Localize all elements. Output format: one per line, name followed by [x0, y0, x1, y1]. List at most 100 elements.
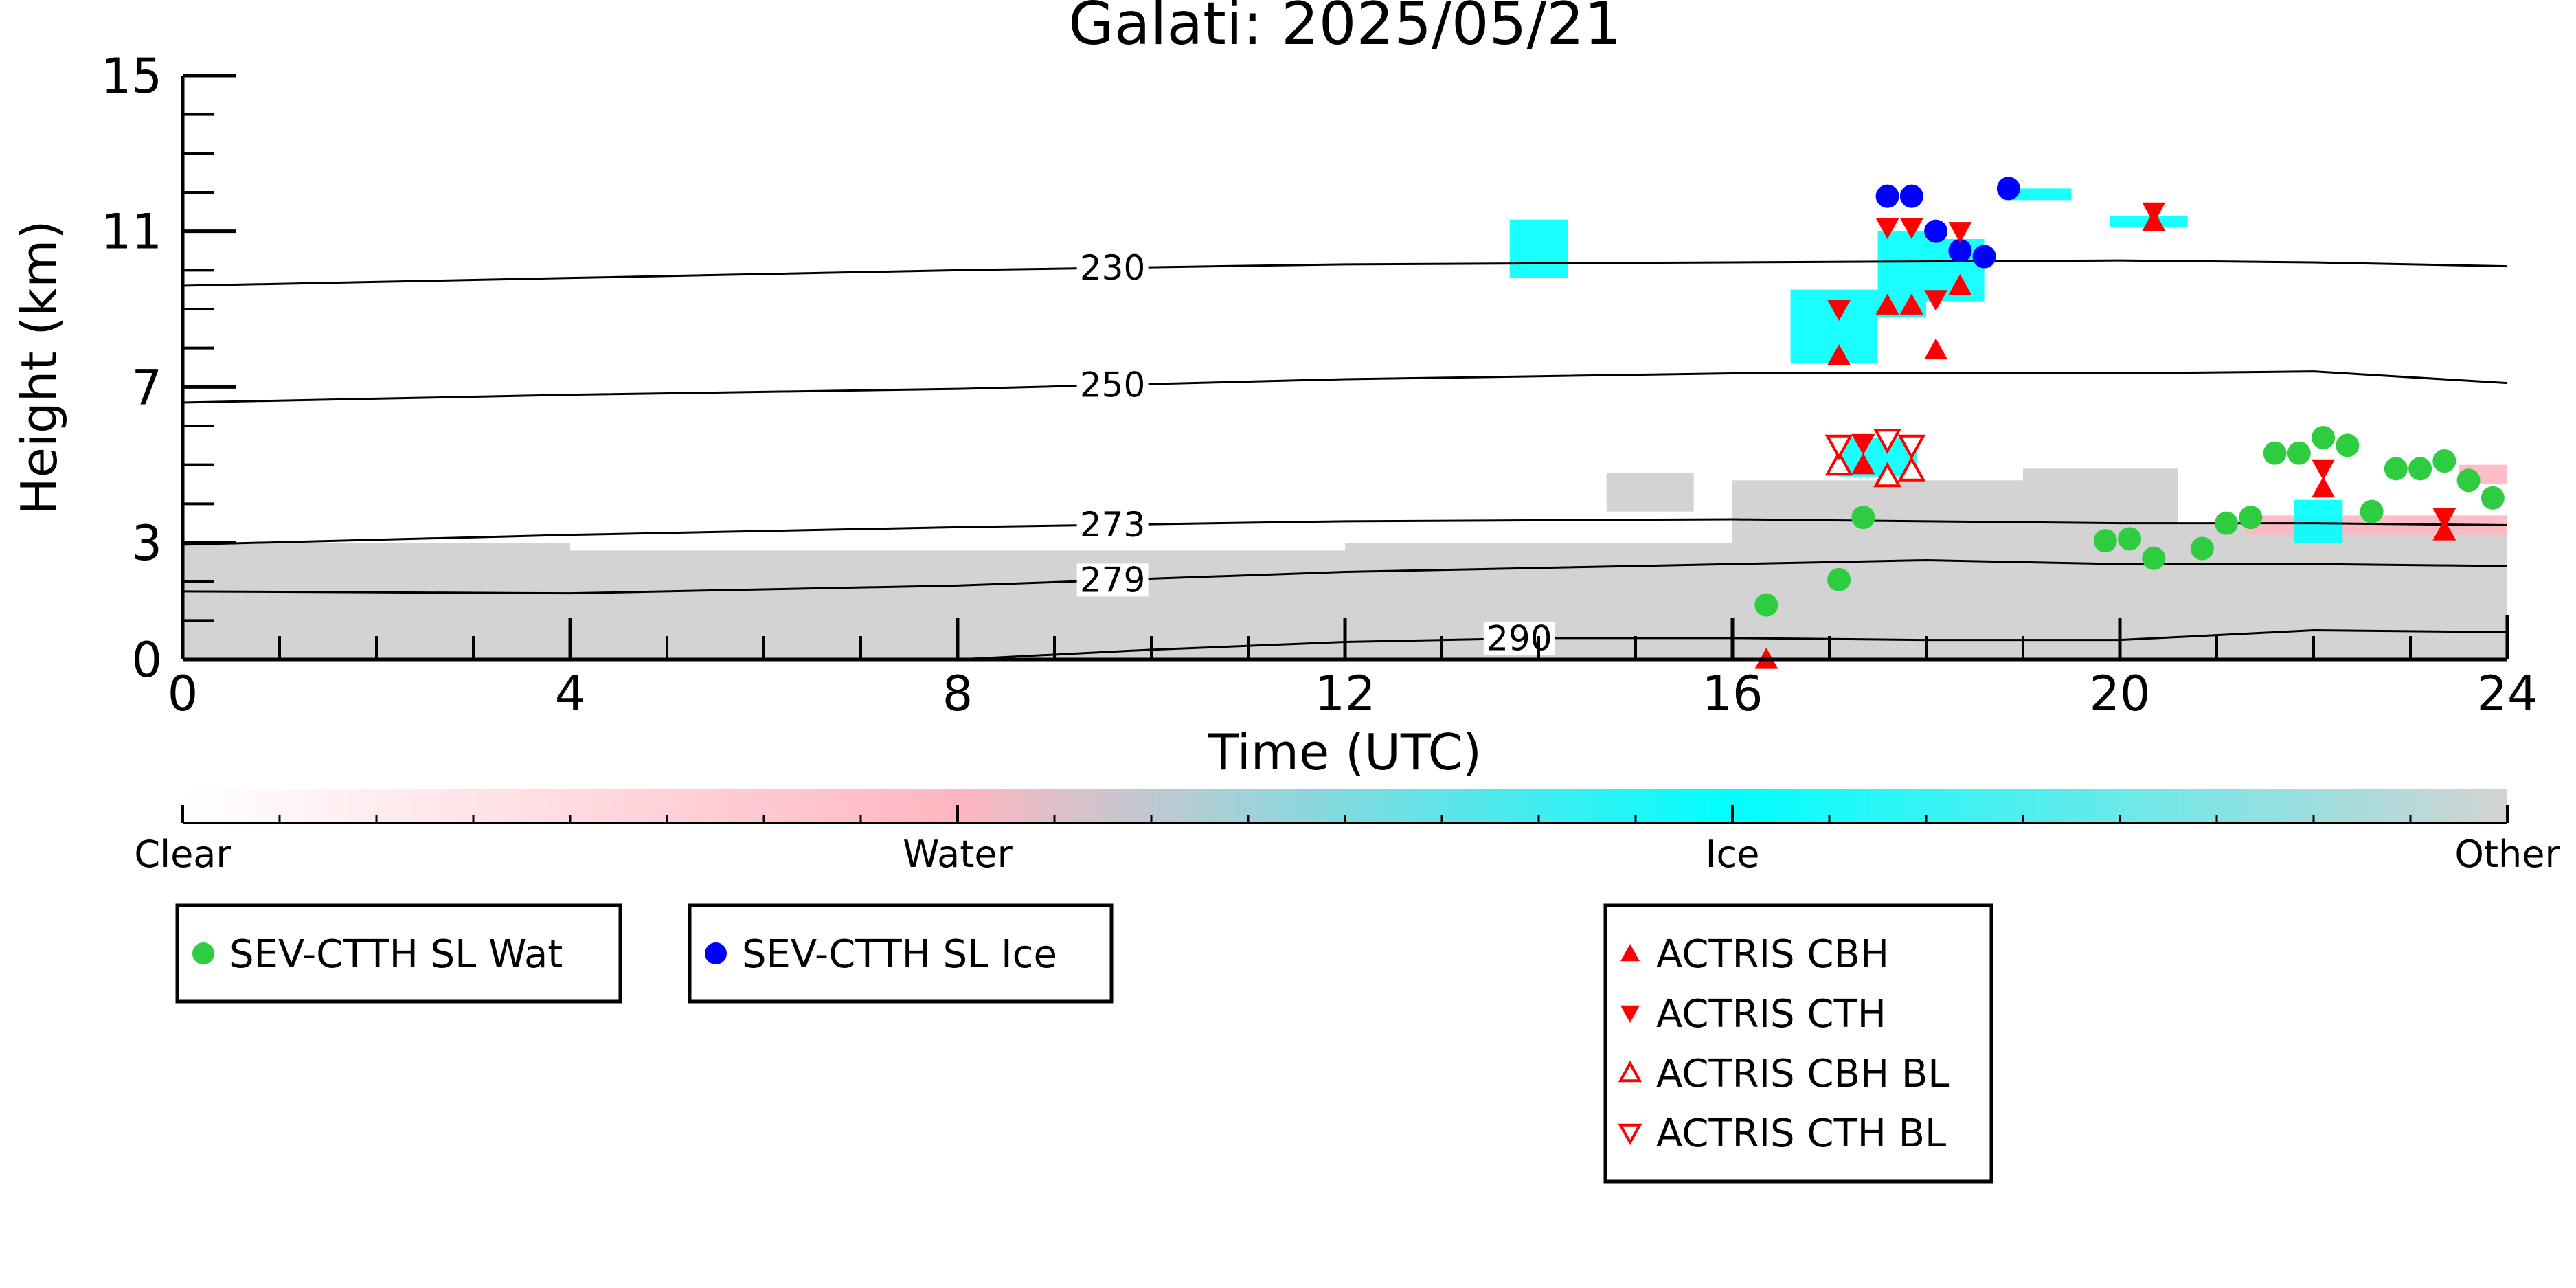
marker-sev-ctth-sl-wat [1851, 506, 1875, 530]
marker-sev-ctth-sl-wat [2190, 536, 2214, 561]
marker-sev-ctth-sl-wat [1754, 593, 1778, 617]
marker-sev-ctth-sl-wat [2093, 529, 2117, 553]
x-tick-label: 12 [1314, 666, 1375, 722]
marker-actris-cbh [1924, 338, 1948, 360]
marker-actris-cth [1924, 290, 1948, 311]
y-tick-label: 15 [101, 48, 162, 104]
x-tick-label: 4 [555, 666, 586, 722]
legend-label-actris-cth: ACTRIS CTH [1656, 992, 1886, 1037]
marker-sev-ctth-sl-wat [2456, 468, 2481, 493]
legend-entries-wat: SEV-CTTH SL Wat [192, 932, 563, 977]
isotherm-label-bg [1076, 251, 1149, 284]
isotherm-label-273: 273 [1080, 505, 1145, 545]
marker-actris-cth [1827, 300, 1851, 321]
x-tick-label: 0 [168, 666, 199, 722]
marker-sev-ctth-sl-ice [1899, 184, 1923, 208]
marker-actris-cbh [1948, 274, 1972, 295]
legend-label-sev-ctth-sl-ice: SEV-CTTH SL Ice [742, 932, 1057, 977]
marker-actris-cth-bl [1873, 429, 1901, 454]
marker-actris-cbh [1851, 453, 1875, 475]
cloud-region-ice [2294, 499, 2343, 543]
isotherm-label-bg [1076, 368, 1149, 402]
marker-sev-ctth-sl-ice [1948, 239, 1972, 262]
marker-sev-ctth-sl-wat [1827, 567, 1851, 591]
cloud-region-ice [1509, 219, 1568, 278]
legend-marker-sev-ctth-sl-wat [192, 942, 214, 964]
y-tick-label: 3 [131, 515, 162, 572]
legend-label-actris-cth-bl: ACTRIS CTH BL [1656, 1111, 1946, 1156]
x-tick-label: 24 [2476, 666, 2538, 722]
marker-actris-cth-bl [1897, 434, 1926, 460]
cloud-classification-field [183, 188, 2507, 659]
marker-sev-ctth-sl-ice [1996, 177, 2020, 201]
marker-actris-cth [1948, 222, 1972, 243]
marker-sev-ctth-sl-wat [2239, 506, 2263, 530]
legend-label-sev-ctth-sl-wat: SEV-CTTH SL Wat [229, 932, 563, 977]
marker-sev-ctth-sl-wat [2287, 441, 2311, 465]
marker-sev-ctth-sl-ice [1875, 184, 1899, 208]
marker-actris-cbh-bl [1824, 450, 1853, 476]
marker-actris-cbh [1899, 293, 1923, 315]
x-tick-label: 20 [2089, 666, 2150, 722]
legend-marker-actris-cbh [1620, 944, 1640, 962]
marker-actris-cth [1899, 218, 1923, 239]
legend-marker-sev-ctth-sl-ice [705, 942, 727, 964]
marker-sev-ctth-sl-ice [1924, 219, 1948, 243]
isotherm-label-290: 290 [1487, 618, 1552, 658]
legend-box-actris: ACTRIS CBH ACTRIS CTH ACTRIS CBH BL ACTRIS … [1603, 903, 1993, 1184]
marker-sev-ctth-sl-wat [2432, 449, 2456, 473]
marker-sev-ctth-sl-wat [2336, 433, 2360, 457]
y-tick-label: 7 [131, 359, 162, 416]
marker-actris-cbh [1875, 293, 1899, 315]
isotherm-250 [182, 370, 2508, 404]
cloud-region-other [2178, 523, 2507, 659]
marker-sev-ctth-sl-wat [2263, 441, 2287, 465]
marker-actris-cth [2142, 202, 2166, 224]
isotherm-label-bg [1483, 622, 1555, 655]
marker-sev-ctth-sl-wat [2142, 546, 2166, 570]
isotherm-label-bg [1076, 508, 1149, 541]
x-tick-label: 8 [942, 666, 973, 722]
marker-sev-ctth-sl-ice [1972, 245, 1996, 269]
isotherm-label-279: 279 [1080, 560, 1145, 600]
legend-label-actris-cbh-bl: ACTRIS CBH BL [1656, 1052, 1949, 1096]
marker-sev-ctth-sl-wat [2384, 457, 2408, 481]
marker-actris-cbh-bl [1873, 462, 1901, 488]
x-axis-label: Time (UTC) [1208, 723, 1482, 781]
y-axis-label: Height (km) [10, 221, 68, 515]
isotherm-label-bg [1076, 563, 1149, 597]
isotherm-279 [182, 558, 2508, 595]
isotherm-label-230: 230 [1080, 248, 1145, 288]
x-tick-label: 16 [1702, 666, 1763, 722]
marker-sev-ctth-sl-wat [2408, 457, 2432, 481]
legend-entries-actris: ACTRIS CBH ACTRIS CTH ACTRIS CBH BL ACTRIS … [1618, 932, 1949, 1156]
cloud-region-other [1606, 473, 1694, 512]
chart-title: Galati: 2025/05/21 [1068, 0, 1622, 58]
legend-entries-ice: SEV-CTTH SL Ice [705, 932, 1057, 977]
marker-sev-ctth-sl-wat [2215, 511, 2239, 535]
axis-ticks: 0 4 8 12 16 20 24 0 3 7 11 15 [101, 48, 2538, 722]
isotherm-273 [182, 518, 2508, 546]
marker-actris-cth [2312, 459, 2336, 481]
colorbar-label-clear: Clear [134, 833, 231, 876]
y-tick-label: 11 [101, 204, 162, 260]
colorbar-label-other: Other [2454, 833, 2560, 876]
legend-marker-actris-cbh-bl [1618, 1060, 1642, 1083]
colorbar-label-ice: Ice [1706, 833, 1760, 876]
marker-sev-ctth-sl-wat [2312, 426, 2336, 449]
marker-actris-cbh [2312, 476, 2336, 498]
marker-actris-cbh [2432, 519, 2456, 541]
colorbar: Clear Water Ice Other [134, 789, 2560, 876]
legend-box-ice: SEV-CTTH SL Ice [688, 903, 1114, 1004]
marker-actris-cth [1875, 218, 1899, 239]
cloud-region-ice [2003, 188, 2072, 201]
marker-actris-cbh-bl [1897, 456, 1926, 482]
marker-sev-ctth-sl-wat [2360, 499, 2384, 523]
marker-actris-cbh [1827, 344, 1851, 365]
marker-actris-cth [2432, 508, 2456, 530]
y-tick-label: 0 [131, 632, 162, 688]
colorbar-label-water: Water [903, 833, 1013, 876]
marker-actris-cth [1851, 433, 1875, 455]
legend-marker-actris-cth-bl [1618, 1123, 1642, 1146]
